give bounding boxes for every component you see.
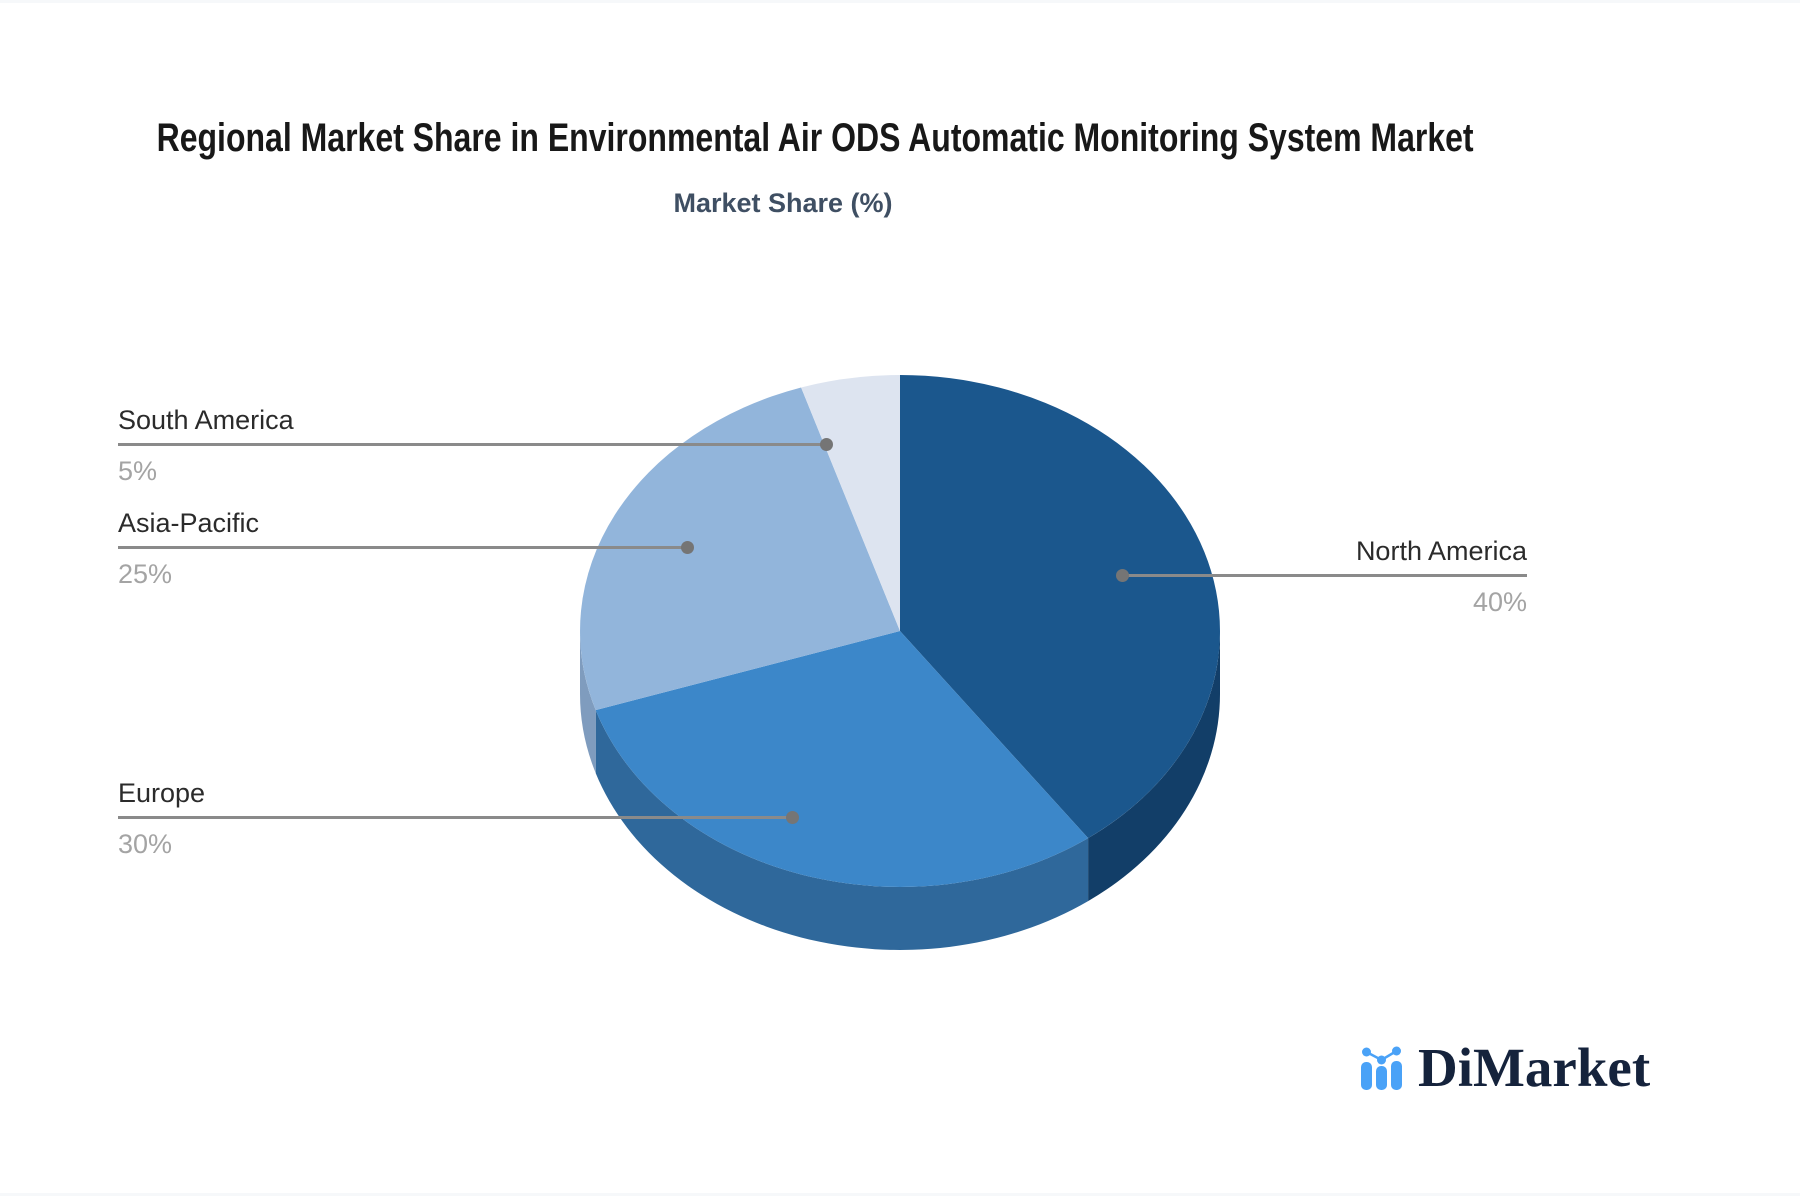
pie-slice-asia-pacific — [580, 387, 900, 711]
pie-slice-north-america — [900, 375, 1220, 839]
chart-subtitle: Market Share (%) — [673, 188, 893, 218]
top-edge-strip — [0, 0, 1800, 3]
leader-dot-north-america — [1115, 568, 1129, 582]
leader-dot-asia-pacific — [680, 540, 694, 554]
bottom-edge-strip — [0, 1193, 1800, 1196]
leader-line-europe — [118, 815, 792, 819]
label-north-america: North America — [1355, 536, 1527, 566]
value-north-america: 40% — [1472, 587, 1527, 617]
value-asia-pacific: 25% — [118, 559, 173, 589]
brand-name: DiMarket — [1418, 1037, 1651, 1098]
leader-dot-south-america — [819, 437, 833, 451]
pie-slice-side-asia-pacific — [580, 631, 596, 774]
label-south-america: South America — [118, 405, 294, 435]
pie-slice-side-north-america — [1088, 631, 1220, 902]
label-asia-pacific: Asia-Pacific — [118, 508, 260, 538]
value-europe: 30% — [118, 829, 173, 859]
bar-chart-icon — [1361, 1046, 1402, 1090]
leader-line-south-america — [118, 442, 826, 446]
value-south-america: 5% — [118, 456, 158, 486]
leader-line-north-america — [1122, 573, 1527, 577]
pie-slice-europe — [595, 631, 1089, 887]
pie-slice-side-europe — [595, 710, 1089, 950]
brand-logo: DiMarket — [1358, 1040, 1650, 1096]
label-europe: Europe — [118, 778, 206, 808]
chart-title: Regional Market Share in Environmental A… — [156, 116, 1474, 160]
leader-line-asia-pacific — [118, 545, 687, 549]
leader-dot-europe — [785, 810, 799, 824]
